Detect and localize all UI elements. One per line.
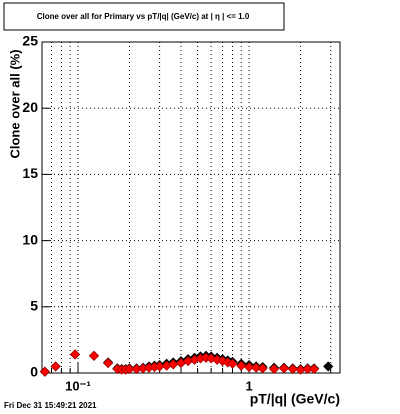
data-point (69, 349, 81, 360)
y-tick-label: 10 (22, 231, 38, 247)
data-point (103, 358, 114, 369)
data-point (244, 361, 255, 373)
data-point (323, 361, 334, 372)
x-tick-label: 10⁻¹ (65, 378, 91, 393)
x-tick-label: 1 (245, 378, 252, 393)
data-point (309, 363, 320, 375)
y-tick-label: 20 (22, 99, 38, 115)
data-point (227, 358, 238, 369)
y-tick-label: 25 (22, 33, 38, 49)
y-tick-label: 15 (22, 165, 38, 181)
footer: Fri Dec 31 15:49:21 2021 (4, 401, 97, 410)
y-tick-label: 5 (30, 298, 38, 314)
y-axis-label: Clone over all (%) (7, 49, 22, 158)
data-point (236, 360, 247, 371)
data-point (269, 363, 280, 375)
data-point (287, 363, 298, 375)
chart-title: Clone over all for Primary vs pT/|q| (Ge… (37, 12, 250, 21)
data-point (50, 361, 61, 372)
data-point (124, 363, 135, 375)
y-tick-label: 0 (30, 364, 38, 380)
data-point (39, 366, 50, 377)
data-point (278, 363, 290, 374)
data-point (257, 363, 268, 374)
title-box (3, 2, 285, 31)
x-axis-label: pT/|q| (GeV/c) (250, 391, 340, 407)
data-point (251, 362, 262, 373)
data-point (88, 350, 100, 361)
